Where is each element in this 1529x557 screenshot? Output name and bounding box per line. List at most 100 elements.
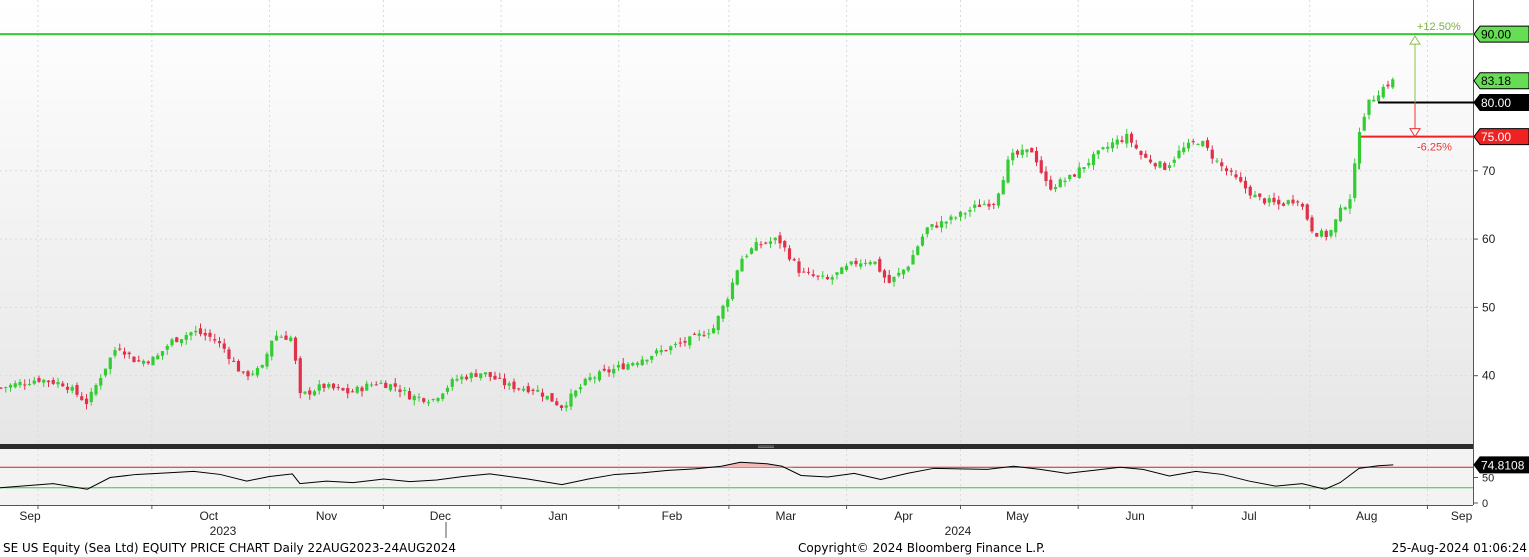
candle-down — [816, 275, 820, 277]
candle-up — [574, 390, 578, 397]
candle-up — [156, 355, 160, 360]
candle-up — [1158, 161, 1162, 168]
candle-down — [346, 388, 350, 394]
candle-down — [1272, 197, 1276, 203]
candle-up — [303, 391, 307, 394]
candle-up — [355, 386, 359, 393]
candle-down — [887, 274, 891, 283]
candle-up — [194, 330, 198, 333]
candle-down — [222, 343, 226, 349]
candle-up — [1343, 207, 1347, 210]
candle-up — [436, 398, 440, 401]
candle-up — [1125, 133, 1129, 144]
candle-down — [1191, 141, 1195, 143]
candle-down — [1281, 203, 1286, 206]
last-price-label: 83.18 — [1481, 74, 1511, 88]
candle-up — [89, 391, 93, 403]
candle-up — [1053, 187, 1058, 190]
candle-up — [1101, 147, 1105, 150]
candle-up — [141, 360, 146, 364]
x-month-label: Aug — [1356, 509, 1377, 523]
candle-up — [8, 384, 13, 388]
candle-down — [498, 377, 502, 379]
candle-up — [849, 261, 853, 265]
candle-up — [327, 384, 331, 388]
candle-down — [341, 388, 345, 391]
candle-up — [1001, 180, 1005, 195]
candle-down — [208, 332, 212, 337]
candle-up — [412, 395, 416, 401]
candle-up — [417, 396, 421, 398]
candle-down — [802, 271, 806, 273]
candle-up — [840, 267, 844, 275]
candle-up — [859, 263, 863, 267]
candle-up — [113, 350, 117, 356]
candle-up — [1381, 86, 1385, 98]
candle-up — [612, 368, 616, 374]
candle-down — [1134, 144, 1138, 149]
candle-down — [783, 241, 787, 248]
candle-up — [1391, 79, 1395, 88]
candle-down — [692, 333, 697, 335]
candle-up — [56, 381, 60, 385]
candle-up — [669, 346, 673, 351]
chart-canvas: 40 50 60 70 +12.50% -6.25% 90.00 83.18 80.00 75.0… — [0, 0, 1529, 538]
candle-up — [1172, 159, 1176, 163]
candle-up — [165, 345, 169, 350]
candle-up — [365, 383, 369, 391]
rsi-last-label: 74.8108 — [1481, 458, 1525, 472]
candle-down — [1324, 230, 1328, 238]
candle-up — [27, 383, 32, 385]
candle-down — [1153, 163, 1157, 167]
candle-up — [1357, 132, 1362, 164]
candle-up — [379, 382, 383, 384]
candle-down — [293, 337, 298, 361]
x-month-label: Jul — [1241, 509, 1256, 523]
candle-down — [1148, 159, 1153, 163]
candle-up — [536, 389, 540, 392]
candle-up — [469, 372, 473, 379]
candle-down — [559, 405, 564, 409]
candle-up — [949, 216, 953, 220]
candle-up — [1215, 160, 1219, 162]
candle-up — [103, 368, 108, 376]
candle-up — [821, 275, 825, 277]
candle-up — [911, 255, 915, 265]
candle-down — [664, 350, 668, 352]
candle-up — [835, 272, 839, 275]
candle-down — [118, 348, 122, 350]
rsi-y-tick-label: 50 — [1482, 473, 1494, 485]
x-month-label: Jan — [548, 509, 567, 523]
candle-up — [1115, 139, 1119, 145]
x-month-label: Sep — [19, 509, 41, 523]
y-tick-label: 60 — [1482, 232, 1496, 246]
candle-down — [1386, 84, 1390, 87]
candle-up — [108, 357, 112, 369]
x-month-label: Mar — [776, 509, 797, 523]
candle-up — [1334, 219, 1338, 233]
candle-up — [773, 237, 777, 241]
candle-down — [1034, 150, 1039, 163]
candle-down — [1210, 149, 1214, 159]
candle-down — [602, 368, 606, 371]
candle-down — [1248, 186, 1252, 196]
candle-up — [289, 337, 293, 341]
candle-down — [51, 380, 55, 384]
candle-up — [521, 388, 526, 391]
candle-down — [1234, 174, 1238, 178]
candle-up — [588, 377, 592, 380]
x-month-label: Oct — [199, 509, 218, 523]
candle-down — [284, 335, 288, 340]
candle-down — [393, 383, 397, 387]
rsi-line — [0, 461, 1394, 490]
candle-down — [517, 388, 521, 390]
candle-up — [251, 373, 255, 375]
candle-down — [878, 259, 882, 272]
candle-down — [488, 372, 492, 377]
candle-up — [996, 193, 1001, 206]
candle-up — [1077, 167, 1081, 179]
candle-up — [70, 386, 74, 391]
candle-down — [80, 396, 84, 401]
candle-up — [274, 335, 279, 341]
